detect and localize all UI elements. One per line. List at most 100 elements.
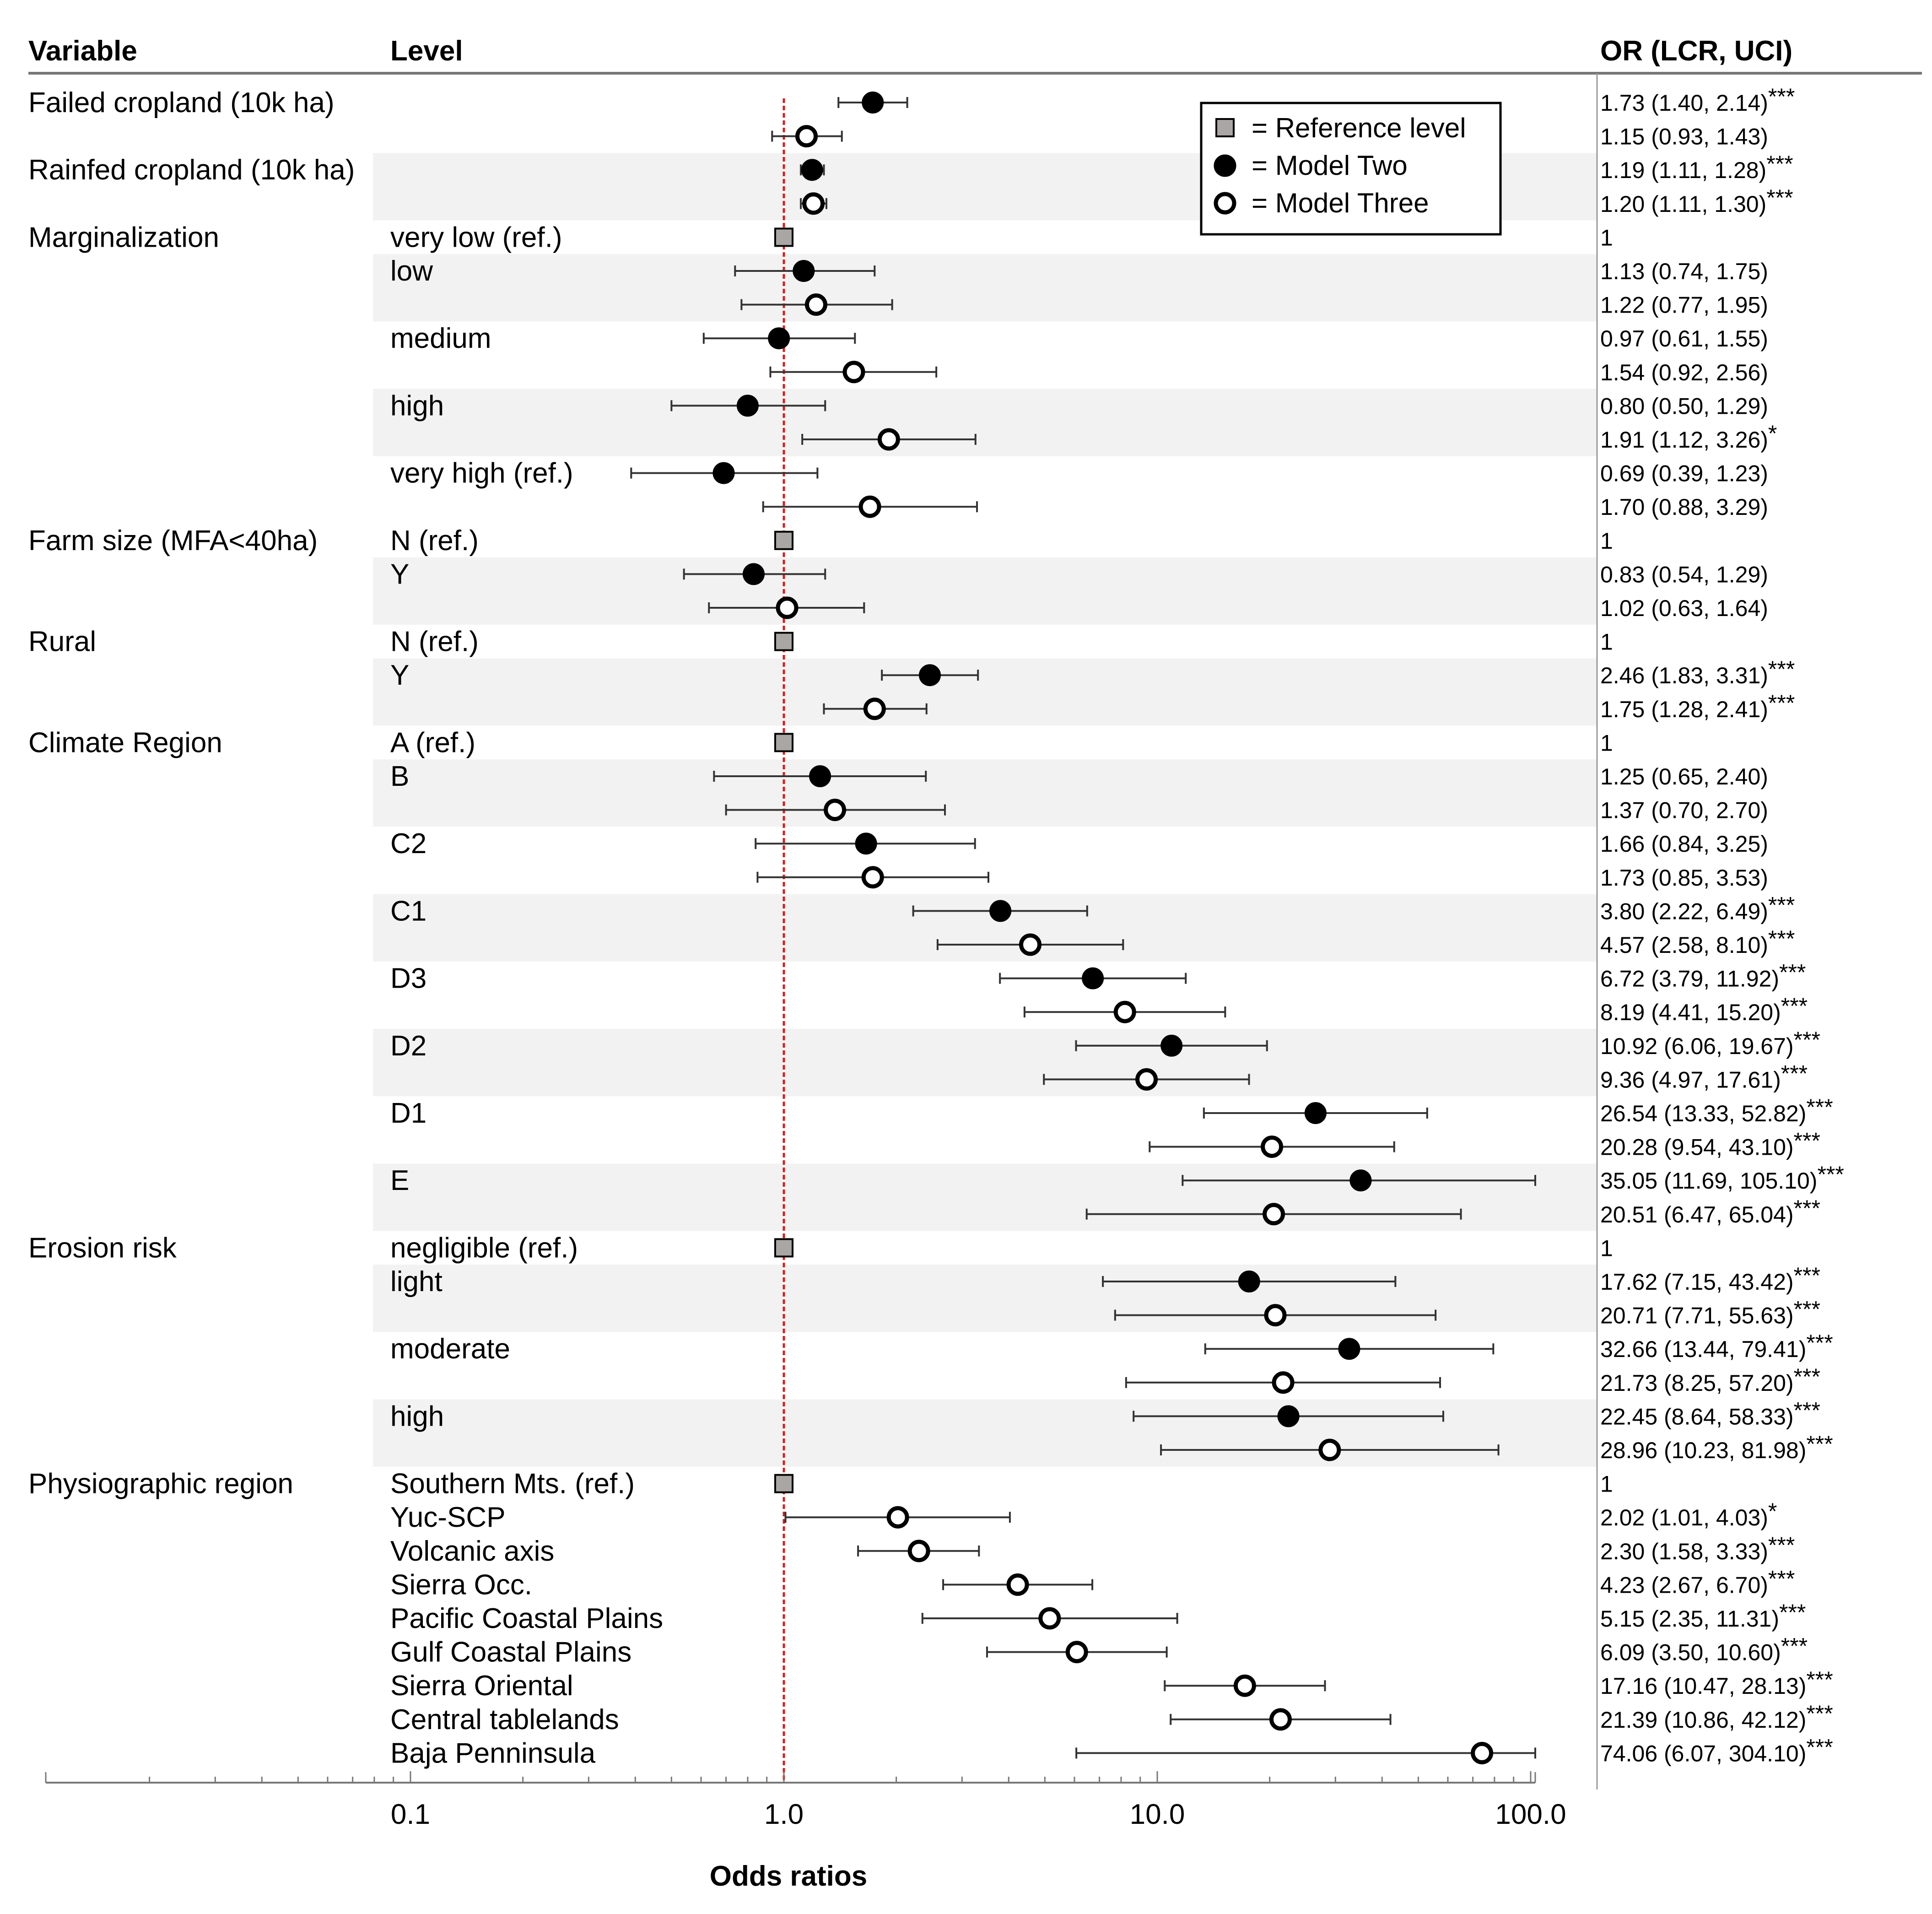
or-value-text: 1.19 (1.11, 1.28)*** bbox=[1600, 151, 1793, 183]
level-label: Yuc-SCP bbox=[390, 1502, 506, 1533]
level-label: very high (ref.) bbox=[390, 458, 573, 489]
significance-stars: *** bbox=[1817, 1162, 1844, 1187]
or-value-text: 1 bbox=[1600, 1235, 1613, 1261]
model-two-point bbox=[1277, 1405, 1300, 1427]
or-value-text: 4.23 (2.67, 6.70)*** bbox=[1600, 1566, 1795, 1598]
or-value-text: 2.30 (1.58, 3.33)*** bbox=[1600, 1532, 1795, 1564]
model-three-point bbox=[842, 361, 865, 384]
level-label: C1 bbox=[390, 895, 426, 927]
level-label: negligible (ref.) bbox=[390, 1232, 578, 1264]
or-value-text: 20.28 (9.54, 43.10)*** bbox=[1600, 1128, 1820, 1160]
level-label: Sierra Oriental bbox=[390, 1670, 573, 1702]
or-value-text: 1.20 (1.11, 1.30)*** bbox=[1600, 185, 1793, 217]
model-two-point bbox=[862, 92, 884, 114]
level-label: medium bbox=[390, 323, 491, 354]
model-two-point bbox=[989, 900, 1012, 922]
level-label: A (ref.) bbox=[390, 727, 475, 758]
or-value-text: 21.39 (10.86, 42.12)*** bbox=[1600, 1701, 1833, 1733]
model-three-point bbox=[776, 596, 799, 619]
or-value-text: 1.91 (1.12, 3.26)* bbox=[1600, 421, 1777, 453]
or-value-text: 3.80 (2.22, 6.49)*** bbox=[1600, 892, 1795, 924]
model-two-point bbox=[1160, 1034, 1183, 1057]
significance-stars: *** bbox=[1794, 1397, 1820, 1423]
or-value-text: 2.46 (1.83, 3.31)*** bbox=[1600, 656, 1795, 688]
model-two-point bbox=[1349, 1169, 1372, 1192]
or-value-text: 1.66 (0.84, 3.25) bbox=[1600, 831, 1768, 857]
or-value-text: 9.36 (4.97, 17.61)*** bbox=[1600, 1060, 1808, 1092]
x-tick-label: 0.1 bbox=[391, 1799, 430, 1830]
or-value-text: 28.96 (10.23, 81.98)*** bbox=[1600, 1431, 1833, 1463]
or-value-text: 1.13 (0.74, 1.75) bbox=[1600, 259, 1768, 284]
model-three-point bbox=[1065, 1641, 1088, 1664]
significance-stars: *** bbox=[1806, 1094, 1833, 1120]
model-three-point bbox=[886, 1506, 909, 1529]
or-value-text: 20.71 (7.71, 55.63)*** bbox=[1600, 1297, 1820, 1329]
header-or: OR (LCR, UCI) bbox=[1600, 35, 1792, 67]
or-value-text: 74.06 (6.07, 304.10)*** bbox=[1600, 1734, 1833, 1766]
or-value-text: 0.97 (0.61, 1.55) bbox=[1600, 326, 1768, 351]
significance-stars: *** bbox=[1794, 1263, 1820, 1288]
legend-model-two-label: = Model Two bbox=[1252, 150, 1408, 181]
level-label: E bbox=[390, 1165, 409, 1196]
model-three-point bbox=[1006, 1573, 1029, 1596]
legend-reference-marker bbox=[1215, 118, 1235, 137]
significance-stars: *** bbox=[1806, 1701, 1833, 1726]
reference-level-marker bbox=[774, 227, 793, 247]
legend-reference-label: = Reference level bbox=[1252, 113, 1466, 143]
header-variable: Variable bbox=[28, 35, 137, 67]
or-value-text: 1.54 (0.92, 2.56) bbox=[1600, 360, 1768, 385]
level-label: Southern Mts. (ref.) bbox=[390, 1468, 635, 1500]
model-two-point bbox=[1338, 1338, 1360, 1360]
row-band bbox=[373, 1163, 1597, 1231]
variable-label: Failed cropland (10k ha) bbox=[28, 87, 335, 119]
significance-stars: *** bbox=[1768, 1532, 1795, 1558]
x-axis-ticks: 0.1 1.0 10.0 100.0 bbox=[45, 1771, 1566, 1830]
reference-level-marker bbox=[774, 632, 793, 651]
significance-stars: *** bbox=[1794, 1195, 1820, 1221]
or-value-text: 6.09 (3.50, 10.60)*** bbox=[1600, 1633, 1808, 1665]
model-three-point bbox=[1135, 1068, 1158, 1091]
significance-stars: *** bbox=[1781, 993, 1808, 1019]
level-label: very low (ref.) bbox=[390, 222, 562, 253]
or-value-text: 1.75 (1.28, 2.41)*** bbox=[1600, 690, 1795, 722]
model-two-point bbox=[1238, 1271, 1260, 1292]
model-two-point bbox=[742, 563, 765, 585]
variable-label: Marginalization bbox=[28, 222, 219, 253]
reference-level-marker bbox=[774, 1238, 793, 1258]
or-value-text: 35.05 (11.69, 105.10)*** bbox=[1600, 1162, 1844, 1194]
model-three-point bbox=[1264, 1304, 1287, 1327]
model-three-point bbox=[1318, 1438, 1341, 1461]
variable-label: Farm size (MFA<40ha) bbox=[28, 525, 318, 557]
model-three-point bbox=[1113, 1000, 1136, 1023]
model-two-point bbox=[712, 462, 735, 484]
level-label: light bbox=[390, 1266, 443, 1298]
or-value-text: 10.92 (6.06, 19.67)*** bbox=[1600, 1027, 1820, 1059]
significance-stars: *** bbox=[1806, 1431, 1833, 1457]
row-band bbox=[373, 557, 1597, 625]
significance-stars: *** bbox=[1806, 1330, 1833, 1356]
level-label: Sierra Occ. bbox=[390, 1569, 532, 1600]
model-two-point bbox=[768, 327, 790, 350]
model-three-point bbox=[824, 799, 847, 822]
or-value-text: 1 bbox=[1600, 225, 1613, 250]
row-band bbox=[373, 389, 1597, 456]
x-tick-label: 1.0 bbox=[764, 1799, 804, 1830]
model-two-point bbox=[919, 664, 941, 687]
model-three-point bbox=[804, 293, 827, 316]
model-three-point bbox=[1272, 1371, 1295, 1394]
significance-stars: *** bbox=[1768, 690, 1795, 716]
x-tick-label: 10.0 bbox=[1130, 1799, 1185, 1830]
reference-level-marker bbox=[774, 733, 793, 752]
row-bands bbox=[373, 153, 1597, 1467]
or-value-text: 5.15 (2.35, 11.31)*** bbox=[1600, 1600, 1806, 1632]
or-value-text: 1 bbox=[1600, 528, 1613, 554]
significance-stars: *** bbox=[1794, 1364, 1820, 1390]
model-three-point bbox=[858, 495, 881, 518]
model-three-point bbox=[863, 697, 886, 720]
or-value-text: 1 bbox=[1600, 1471, 1613, 1497]
model-three-point bbox=[907, 1540, 930, 1563]
row-band bbox=[373, 1029, 1597, 1097]
or-value-text: 32.66 (13.44, 79.41)*** bbox=[1600, 1330, 1833, 1362]
